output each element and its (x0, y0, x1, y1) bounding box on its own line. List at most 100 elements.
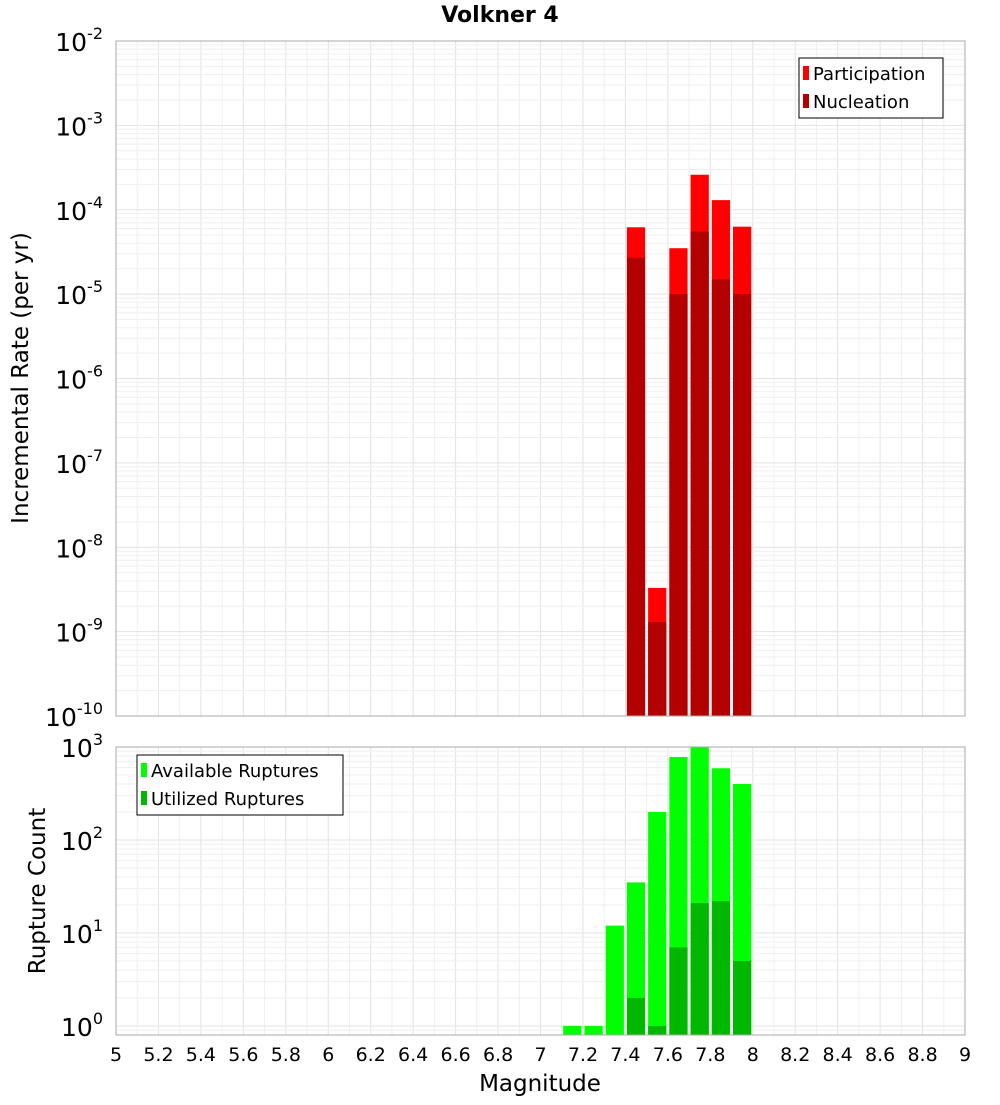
y-tick-exponent: 0 (93, 1009, 103, 1028)
x-tick-label: 8.2 (780, 1044, 810, 1066)
y-tick-label: 10-3 (55, 108, 103, 141)
x-tick-label: 9 (959, 1044, 971, 1066)
legend: Participation Nucleation (798, 57, 944, 119)
x-tick-label: 5.2 (143, 1044, 173, 1066)
legend-swatch (803, 66, 809, 80)
x-tick-label: 7.2 (568, 1044, 598, 1066)
bar-utilized-ruptures (690, 903, 709, 1035)
legend-box (798, 57, 944, 119)
x-tick-label: 5.8 (271, 1044, 301, 1066)
y-tick-base: 10 (55, 281, 87, 310)
x-tick-label: 8 (747, 1044, 759, 1066)
y-tick-label: 10-4 (55, 193, 103, 226)
plot-frame (115, 746, 966, 1036)
bar-nucleation (648, 622, 667, 716)
x-tick-label: 7 (534, 1044, 546, 1066)
y-tick-base: 10 (55, 450, 87, 479)
rate-y-axis-label: Incremental Rate (per yr) (8, 232, 34, 524)
x-tick-label: 7.8 (695, 1044, 725, 1066)
x-tick-label: 5.6 (228, 1044, 258, 1066)
legend-swatch (141, 763, 147, 777)
bar-available-ruptures (626, 882, 646, 1035)
y-tick-exponent: -3 (87, 108, 103, 127)
y-tick-base: 10 (61, 920, 93, 949)
x-axis-ticks: 5 5.2 5.4 5.6 5.8 6 6.2 6.4 6.6 6.8 7 7.2 7.4 7.6 7.8 8… (110, 1044, 971, 1066)
y-tick-exponent: -8 (87, 530, 103, 549)
y-tick-base: 10 (61, 827, 93, 856)
bar-nucleation (669, 294, 688, 716)
legend-swatch (803, 94, 809, 108)
y-tick-base: 10 (55, 197, 87, 226)
legend-label: Nucleation (813, 92, 909, 113)
legend: Available Ruptures Utilized Ruptures (136, 754, 344, 816)
y-tick-exponent: 1 (93, 916, 103, 935)
y-tick-exponent: -4 (87, 193, 103, 212)
x-tick-label: 8.4 (823, 1044, 853, 1066)
y-tick-label: 10-6 (55, 362, 103, 395)
x-tick-label: 6.8 (483, 1044, 513, 1066)
bar-nucleation (733, 294, 752, 716)
y-tick-label: 10-9 (55, 615, 103, 648)
x-tick-label: 5 (110, 1044, 122, 1066)
count-y-axis-label: Rupture Count (25, 808, 51, 974)
y-tick-base: 10 (45, 703, 77, 732)
legend-label: Available Ruptures (151, 761, 319, 782)
y-tick-base: 10 (55, 366, 87, 395)
bar-nucleation (690, 231, 709, 716)
y-tick-exponent: -2 (87, 24, 103, 43)
y-tick-label: 100 (61, 1009, 103, 1042)
bar-utilized-ruptures (648, 1025, 667, 1035)
bar-utilized-ruptures (711, 901, 731, 1035)
bar-available-ruptures (563, 1025, 582, 1035)
y-tick-label: 102 (61, 823, 103, 856)
rate-panel: 10-1010-910-810-710-610-510-410-310-2Par… (45, 24, 966, 732)
legend-box (136, 754, 344, 816)
y-tick-base: 10 (55, 619, 87, 648)
y-tick-exponent: 3 (93, 730, 103, 749)
bar-utilized-ruptures (626, 997, 646, 1035)
x-tick-label: 7.6 (653, 1044, 683, 1066)
legend-swatch (141, 791, 147, 805)
x-tick-label: 7.4 (610, 1044, 640, 1066)
legend-label: Participation (813, 64, 925, 85)
y-tick-exponent: -10 (77, 699, 103, 718)
y-tick-exponent: -5 (87, 277, 103, 296)
bar-available-ruptures (584, 1025, 603, 1035)
legend-label: Utilized Ruptures (151, 789, 304, 810)
y-tick-label: 10-8 (55, 530, 103, 563)
y-tick-exponent: 2 (93, 823, 103, 842)
chart-title: Volkner 4 (441, 3, 559, 28)
bar-utilized-ruptures (733, 960, 752, 1035)
bar-available-ruptures (605, 925, 624, 1035)
x-tick-label: 6.2 (356, 1044, 386, 1066)
y-tick-base: 10 (61, 734, 93, 763)
y-tick-label: 10-7 (55, 446, 103, 479)
y-tick-base: 10 (55, 112, 87, 141)
y-tick-base: 10 (55, 534, 87, 563)
y-tick-label: 10-10 (45, 699, 103, 732)
y-tick-label: 10-5 (55, 277, 103, 310)
plot-frame (115, 40, 966, 717)
x-tick-label: 6 (322, 1044, 334, 1066)
x-tick-label: 6.6 (440, 1044, 470, 1066)
x-tick-label: 8.6 (865, 1044, 895, 1066)
y-tick-base: 10 (55, 28, 87, 57)
bar-available-ruptures (648, 812, 667, 1035)
bar-utilized-ruptures (669, 947, 688, 1035)
y-tick-exponent: -6 (87, 362, 103, 381)
y-tick-base: 10 (61, 1013, 93, 1042)
y-tick-label: 103 (61, 730, 103, 763)
y-tick-exponent: -9 (87, 615, 103, 634)
y-tick-label: 10-2 (55, 24, 103, 57)
x-tick-label: 6.4 (398, 1044, 428, 1066)
x-axis-label: Magnitude (479, 1071, 601, 1097)
bar-nucleation (711, 279, 731, 716)
bar-nucleation (626, 257, 646, 716)
x-tick-label: 8.8 (907, 1044, 937, 1066)
y-tick-exponent: -7 (87, 446, 103, 465)
x-tick-label: 5.4 (186, 1044, 216, 1066)
y-tick-label: 101 (61, 916, 103, 949)
